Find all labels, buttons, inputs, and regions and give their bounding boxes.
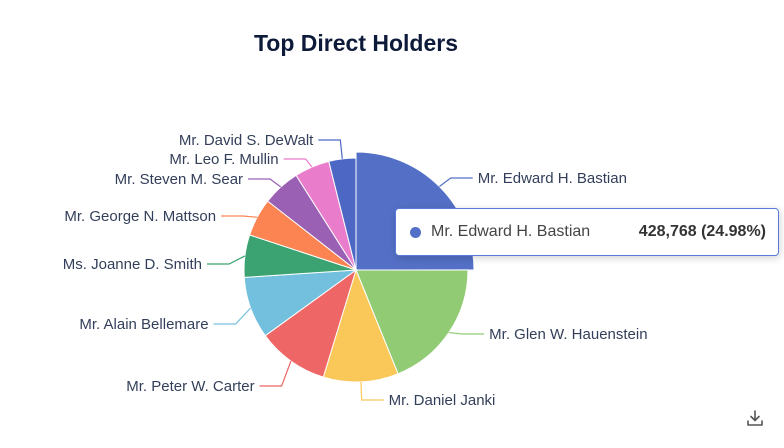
chart-title: Top Direct Holders xyxy=(253,30,459,56)
slice-label-mr-peter-w-carter: Mr. Peter W. Carter xyxy=(126,378,254,395)
tooltip-color-dot xyxy=(410,226,421,238)
pie-slice-mr-glen-w-hauenstein[interactable] xyxy=(355,269,469,375)
slice-label-mr-alain-bellemare: Mr. Alain Bellemare xyxy=(79,316,208,333)
slice-label-mr-leo-f-mullin: Mr. Leo F. Mullin xyxy=(169,151,278,168)
leader-line-mr-alain-bellemare xyxy=(213,307,252,325)
leader-line-ms-joanne-d-smith xyxy=(207,255,246,265)
leader-line-mr-david-s-dewalt xyxy=(318,139,343,159)
chart-tooltip: Mr. Edward H. Bastian 428,768 (24.98%) xyxy=(395,208,779,256)
slice-label-mr-steven-m-sear: Mr. Steven M. Sear xyxy=(115,171,243,188)
slice-label-mr-david-s-dewalt: Mr. David S. DeWalt xyxy=(179,132,314,149)
download-icon[interactable] xyxy=(745,408,765,428)
leader-line-mr-peter-w-carter xyxy=(259,360,292,387)
slice-label-mr-glen-w-hauenstein: Mr. Glen W. Hauenstein xyxy=(489,326,647,343)
leader-line-mr-daniel-janki xyxy=(360,381,384,401)
leader-line-mr-leo-f-mullin xyxy=(283,158,313,168)
pie-slice-mr-peter-w-carter[interactable] xyxy=(264,268,357,378)
slice-label-mr-george-n-mattson: Mr. George N. Mattson xyxy=(64,208,216,225)
leader-line-mr-george-n-mattson xyxy=(221,215,258,218)
slice-label-ms-joanne-d-smith: Ms. Joanne D. Smith xyxy=(63,256,202,273)
slice-label-mr-edward-h-bastian: Mr. Edward H. Bastian xyxy=(478,170,627,187)
tooltip-value: 428,768 (24.98%) xyxy=(638,223,766,240)
leader-line-mr-steven-m-sear xyxy=(248,178,282,188)
slice-label-mr-daniel-janki: Mr. Daniel Janki xyxy=(389,392,496,409)
leader-line-mr-glen-w-hauenstein xyxy=(448,331,485,335)
tooltip-name: Mr. Edward H. Bastian xyxy=(431,223,591,240)
leader-line-mr-edward-h-bastian xyxy=(439,177,473,188)
pie-slice-mr-daniel-janki[interactable] xyxy=(322,268,399,383)
